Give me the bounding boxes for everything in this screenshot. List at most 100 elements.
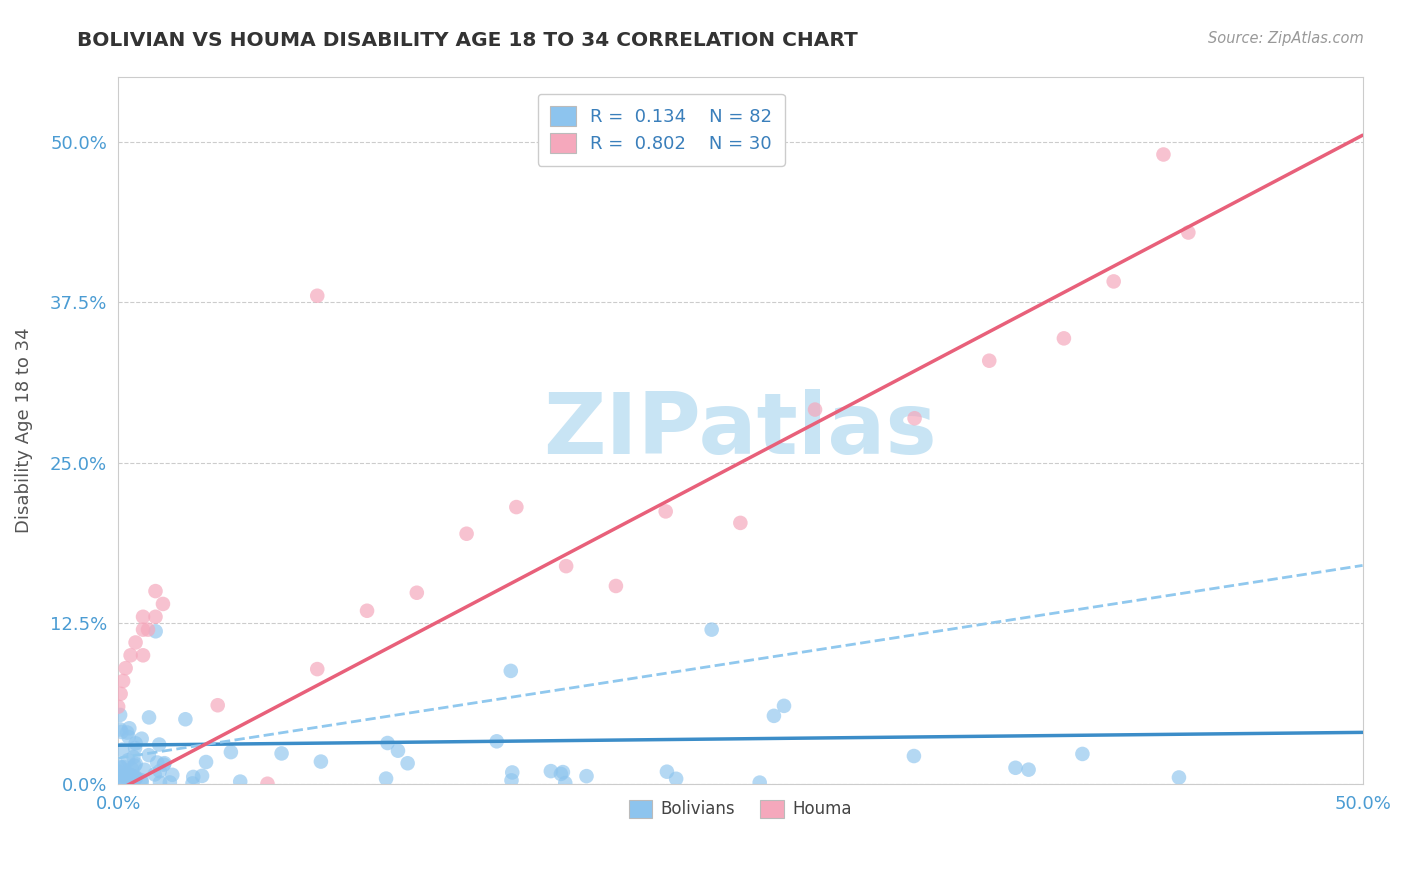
Point bbox=[1018, 763, 1040, 777]
Point bbox=[134, 763, 156, 777]
Point bbox=[730, 516, 752, 530]
Point bbox=[550, 767, 572, 781]
Point bbox=[551, 765, 574, 780]
Point bbox=[270, 747, 292, 761]
Point bbox=[748, 775, 770, 789]
Point bbox=[145, 584, 167, 599]
Point bbox=[132, 623, 155, 637]
Point bbox=[143, 767, 166, 781]
Point bbox=[1152, 147, 1174, 161]
Point bbox=[773, 698, 796, 713]
Point bbox=[655, 764, 678, 779]
Point bbox=[125, 771, 148, 785]
Point bbox=[117, 730, 139, 744]
Point bbox=[131, 731, 153, 746]
Point bbox=[554, 776, 576, 790]
Point bbox=[181, 770, 204, 784]
Point bbox=[108, 764, 131, 779]
Point bbox=[387, 744, 409, 758]
Point bbox=[138, 710, 160, 724]
Point bbox=[152, 597, 174, 611]
Point bbox=[110, 760, 132, 774]
Point bbox=[131, 775, 153, 789]
Point bbox=[174, 712, 197, 726]
Point bbox=[146, 756, 169, 770]
Point bbox=[1168, 771, 1191, 785]
Point bbox=[125, 757, 148, 772]
Point bbox=[111, 773, 134, 788]
Point bbox=[903, 749, 925, 764]
Text: ZIPatlas: ZIPatlas bbox=[544, 389, 938, 472]
Point bbox=[149, 775, 172, 789]
Point bbox=[136, 623, 159, 637]
Point bbox=[219, 745, 242, 759]
Point bbox=[356, 604, 378, 618]
Point bbox=[132, 648, 155, 663]
Point bbox=[162, 768, 184, 782]
Point bbox=[107, 699, 129, 714]
Point bbox=[121, 769, 143, 783]
Point bbox=[112, 673, 135, 688]
Point bbox=[396, 756, 419, 771]
Point bbox=[112, 769, 135, 783]
Point bbox=[1053, 331, 1076, 345]
Point bbox=[110, 723, 132, 737]
Point bbox=[307, 662, 329, 676]
Point bbox=[501, 765, 523, 780]
Point bbox=[1004, 761, 1026, 775]
Point bbox=[654, 504, 676, 518]
Point bbox=[159, 775, 181, 789]
Point bbox=[762, 709, 785, 723]
Text: BOLIVIAN VS HOUMA DISABILITY AGE 18 TO 34 CORRELATION CHART: BOLIVIAN VS HOUMA DISABILITY AGE 18 TO 3… bbox=[77, 31, 858, 50]
Legend: Bolivians, Houma: Bolivians, Houma bbox=[623, 793, 858, 825]
Point bbox=[117, 770, 139, 784]
Point bbox=[456, 526, 478, 541]
Point bbox=[153, 757, 176, 772]
Point bbox=[665, 772, 688, 786]
Point bbox=[375, 772, 398, 786]
Point bbox=[1177, 226, 1199, 240]
Point bbox=[191, 769, 214, 783]
Point bbox=[181, 776, 204, 790]
Point bbox=[555, 559, 578, 574]
Point bbox=[110, 687, 132, 701]
Point bbox=[145, 624, 167, 639]
Point bbox=[153, 756, 176, 771]
Point bbox=[124, 736, 146, 750]
Point bbox=[115, 770, 138, 784]
Point bbox=[124, 770, 146, 784]
Point bbox=[112, 760, 135, 774]
Point bbox=[256, 777, 278, 791]
Point bbox=[979, 353, 1001, 368]
Point bbox=[117, 753, 139, 767]
Point bbox=[121, 774, 143, 789]
Point bbox=[501, 773, 523, 788]
Point bbox=[540, 764, 562, 778]
Text: Source: ZipAtlas.com: Source: ZipAtlas.com bbox=[1208, 31, 1364, 46]
Point bbox=[131, 773, 153, 788]
Point bbox=[108, 708, 131, 723]
Point bbox=[1102, 274, 1125, 288]
Point bbox=[138, 748, 160, 763]
Point bbox=[117, 769, 139, 783]
Point bbox=[575, 769, 598, 783]
Point bbox=[112, 776, 135, 790]
Point bbox=[499, 664, 522, 678]
Point bbox=[122, 750, 145, 764]
Point bbox=[120, 772, 142, 786]
Point bbox=[1071, 747, 1094, 761]
Point bbox=[132, 609, 155, 624]
Point bbox=[118, 768, 141, 782]
Point bbox=[804, 402, 827, 417]
Point bbox=[124, 758, 146, 772]
Point bbox=[377, 736, 399, 750]
Point bbox=[309, 755, 332, 769]
Y-axis label: Disability Age 18 to 34: Disability Age 18 to 34 bbox=[15, 327, 32, 533]
Point bbox=[118, 767, 141, 781]
Point bbox=[124, 771, 146, 785]
Point bbox=[148, 738, 170, 752]
Point bbox=[700, 623, 723, 637]
Point bbox=[114, 661, 136, 675]
Point bbox=[605, 579, 627, 593]
Point bbox=[124, 635, 146, 649]
